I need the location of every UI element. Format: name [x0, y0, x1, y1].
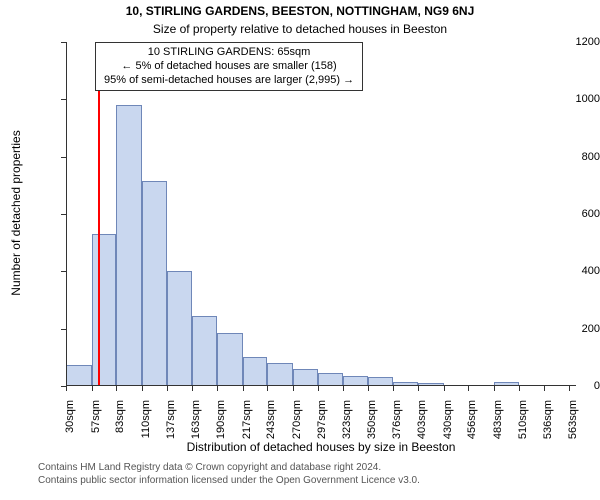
x-tick-mark [544, 386, 545, 391]
x-tick-mark [519, 386, 520, 391]
x-axis-title: Distribution of detached houses by size … [66, 440, 576, 454]
x-tick-mark [418, 386, 419, 391]
histogram-bar [243, 357, 268, 386]
x-tick-mark [468, 386, 469, 391]
footer-line-2: Contains public sector information licen… [38, 475, 420, 488]
histogram-bar [167, 271, 192, 386]
annotation-line-1: 10 STIRLING GARDENS: 65sqm [104, 46, 354, 60]
histogram-bar [293, 369, 319, 386]
plot-area [66, 42, 576, 386]
annotation-box: 10 STIRLING GARDENS: 65sqm ← 5% of detac… [95, 42, 363, 91]
x-tick-mark [569, 386, 570, 391]
footer-line-1: Contains HM Land Registry data © Crown c… [38, 462, 420, 475]
x-tick-mark [142, 386, 143, 391]
x-tick-mark [243, 386, 244, 391]
histogram-bar [267, 363, 293, 386]
x-tick-mark [393, 386, 394, 391]
histogram-bar [142, 181, 168, 386]
histogram-bar [92, 234, 117, 386]
x-tick-mark [368, 386, 369, 391]
histogram-bar [217, 333, 243, 386]
y-axis-title: Number of detached properties [9, 41, 23, 385]
x-tick-mark [444, 386, 445, 391]
chart-subtitle: Size of property relative to detached ho… [0, 22, 600, 36]
annotation-line-3: 95% of semi-detached houses are larger (… [104, 74, 354, 88]
x-tick-mark [343, 386, 344, 391]
x-tick-mark [116, 386, 117, 391]
histogram-bar [192, 316, 218, 386]
x-tick-mark [494, 386, 495, 391]
x-tick-mark [267, 386, 268, 391]
x-tick-mark [167, 386, 168, 391]
x-tick-mark [92, 386, 93, 391]
x-tick-mark [217, 386, 218, 391]
property-marker-line [98, 42, 100, 386]
x-tick-mark [192, 386, 193, 391]
annotation-line-2: ← 5% of detached houses are smaller (158… [104, 60, 354, 74]
chart-title: 10, STIRLING GARDENS, BEESTON, NOTTINGHA… [0, 4, 600, 18]
chart-container: 10, STIRLING GARDENS, BEESTON, NOTTINGHA… [0, 0, 600, 500]
x-tick-mark [318, 386, 319, 391]
footer-attribution: Contains HM Land Registry data © Crown c… [38, 462, 420, 487]
histogram-bar [66, 365, 92, 387]
histogram-bar [116, 105, 142, 386]
x-tick-mark [66, 386, 67, 391]
x-tick-mark [293, 386, 294, 391]
y-axis-line [66, 42, 67, 386]
